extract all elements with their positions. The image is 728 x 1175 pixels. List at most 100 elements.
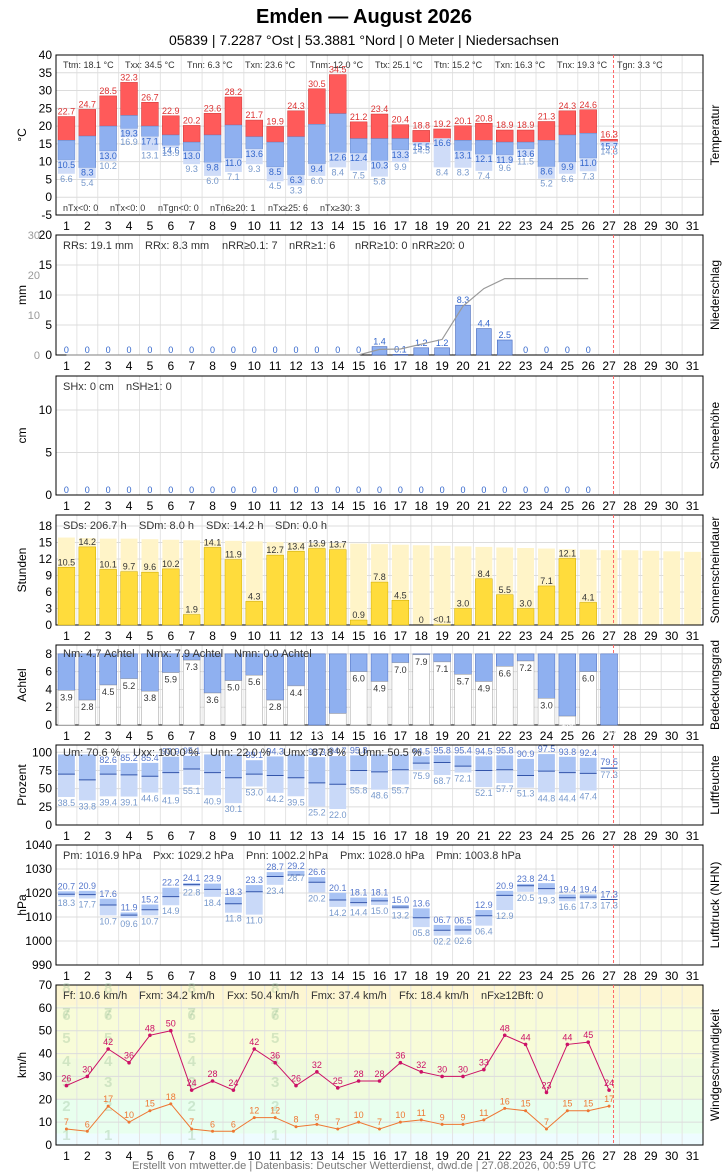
mean-wind-label: 8 xyxy=(294,1115,299,1125)
sun-label: 7.8 xyxy=(373,572,386,582)
precip-label: 2.5 xyxy=(498,330,511,340)
humidity-upper-bar xyxy=(99,764,117,775)
gust-label: 44 xyxy=(521,1032,531,1042)
pressure-min-label: 10.7 xyxy=(141,916,159,926)
mean-wind-label: 10 xyxy=(395,1110,405,1120)
panel-side-label: Bedeckungsgrad xyxy=(708,640,722,730)
x-tick-label: 8 xyxy=(209,1149,216,1163)
humidity-upper-bar xyxy=(391,754,409,770)
stat-text: Um: 70.6 % xyxy=(63,747,121,759)
stat-text: Ttx: 25.1 °C xyxy=(375,60,423,70)
sun-label: 10.2 xyxy=(162,559,180,569)
x-tick-label: 27 xyxy=(602,629,616,643)
x-tick-label: 8 xyxy=(209,829,216,843)
possible-sun-bar xyxy=(433,545,451,625)
x-tick-label: 7 xyxy=(188,969,195,983)
tmin-bar xyxy=(391,149,409,163)
y2-tick-label: 30 xyxy=(28,230,40,242)
possible-sun-bar xyxy=(642,550,660,625)
gust-point xyxy=(315,1070,319,1074)
humidity-upper-bar xyxy=(245,760,263,775)
sun-label: 3.0 xyxy=(457,599,470,609)
x-tick-label: 28 xyxy=(623,969,637,983)
gust-point xyxy=(273,1060,277,1065)
pressure-lower-bar xyxy=(496,895,514,911)
pressure-min-label: 05.8 xyxy=(412,928,430,938)
beaufort-label: 6 xyxy=(187,1007,195,1024)
x-tick-label: 22 xyxy=(498,729,512,743)
y-axis-label: km/h xyxy=(15,1052,29,1078)
gust-point xyxy=(377,1079,382,1083)
pressure-upper-bar xyxy=(58,891,75,895)
x-tick-label: 30 xyxy=(665,359,679,373)
precip-label: 4.4 xyxy=(478,319,491,329)
clear-bar xyxy=(370,681,389,726)
x-tick-label: 31 xyxy=(686,1149,700,1163)
y-tick-label: 10 xyxy=(39,403,53,417)
tmin-bar xyxy=(433,138,451,168)
clear-bar xyxy=(120,678,138,726)
x-tick-label: 3 xyxy=(105,359,112,373)
cloud-label: 3.6 xyxy=(206,695,219,705)
humidity-max-label: 95.8 xyxy=(433,745,451,755)
x-tick-label: 3 xyxy=(105,969,112,983)
y-tick-label: 0 xyxy=(45,1138,52,1152)
tmin-label: 11.9 xyxy=(496,155,513,165)
beaufort-label: 6 xyxy=(271,1007,279,1024)
clear-bar xyxy=(558,715,577,726)
pressure-max-label: 17.3 xyxy=(600,889,618,899)
humidity-min-label: 44.8 xyxy=(538,793,556,803)
cumulative-line xyxy=(66,278,589,356)
gust-label: 30 xyxy=(437,1064,447,1074)
pressure-upper-bar xyxy=(99,898,117,905)
x-tick-label: 12 xyxy=(289,729,303,743)
sun-bar xyxy=(370,581,389,626)
gust-point xyxy=(440,1074,444,1079)
humidity-upper-bar xyxy=(600,767,618,769)
x-tick-label: 22 xyxy=(498,359,512,373)
beaufort-label: 3 xyxy=(104,1074,112,1091)
gust-point xyxy=(294,1083,298,1088)
stat-text: Txn: 16.3 °C xyxy=(495,60,546,70)
pressure-max-label: 20.1 xyxy=(329,883,347,893)
tmean-bar xyxy=(99,125,117,152)
y-tick-label: 1000 xyxy=(25,934,52,948)
x-tick-label: 3 xyxy=(105,729,112,743)
tmax-bar xyxy=(266,126,284,143)
x-tick-label: 2 xyxy=(84,629,91,643)
tground-label: 7.1 xyxy=(227,172,240,182)
humidity-min-label: 41.9 xyxy=(162,796,180,806)
y-tick-label: 4 xyxy=(45,682,52,696)
tmin-label: 13.0 xyxy=(99,151,117,161)
stat-text: nFx≥12Bft: 0 xyxy=(481,990,543,1002)
x-tick-label: 6 xyxy=(167,969,174,983)
x-tick-label: 20 xyxy=(456,1149,470,1163)
x-tick-label: 2 xyxy=(84,1149,91,1163)
x-tick-label: 17 xyxy=(394,829,408,843)
snow-label: 0 xyxy=(502,485,507,495)
clear-bar xyxy=(99,684,117,726)
gust-label: 24 xyxy=(187,1078,197,1088)
pressure-max-label: 17.6 xyxy=(99,889,117,899)
mean-wind-label: 6 xyxy=(210,1119,215,1129)
sun-bar xyxy=(99,569,117,626)
pressure-min-label: 20.2 xyxy=(308,894,326,904)
x-tick-label: 13 xyxy=(310,359,324,373)
beaufort-label: 6 xyxy=(104,1007,112,1024)
y-axis-label: Achtel xyxy=(15,668,29,701)
mean-wind-label: 6 xyxy=(231,1119,236,1129)
mean-wind-label: 9 xyxy=(440,1112,445,1122)
stat-text: RRs: 19.1 mm xyxy=(63,240,133,252)
humidity-upper-bar xyxy=(475,756,493,771)
sun-label: 14.1 xyxy=(204,537,222,547)
beaufort-label: 7 xyxy=(104,1005,112,1022)
humidity-lower-bar xyxy=(99,774,117,797)
x-tick-label: 17 xyxy=(394,219,408,233)
mean-wind-label: 15 xyxy=(583,1099,593,1109)
precip-label: 8.3 xyxy=(457,295,470,305)
x-tick-label: 24 xyxy=(540,359,554,373)
tmax-label: 21.2 xyxy=(350,112,368,122)
tmean-bar xyxy=(245,136,263,150)
x-tick-label: 20 xyxy=(456,499,470,513)
